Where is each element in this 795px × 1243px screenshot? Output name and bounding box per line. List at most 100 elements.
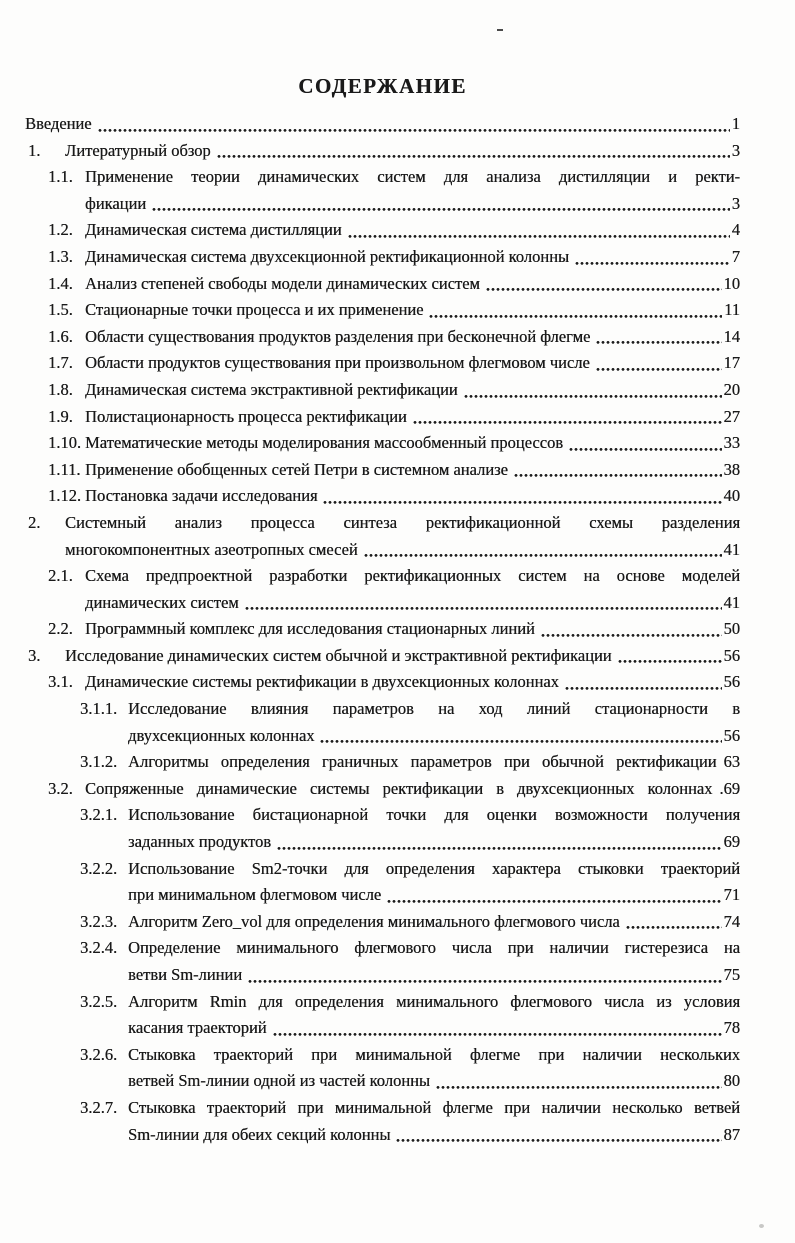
- toc-entry-body: Системный анализ процесса синтеза ректиф…: [65, 510, 740, 563]
- toc-entry-title: Сопряженные динамические системы ректифи…: [85, 778, 713, 798]
- dot-leader: [595, 367, 722, 371]
- toc-entry: 3.1.2. Алгоритмы определения граничных п…: [25, 749, 740, 776]
- page-number: 41: [723, 592, 741, 612]
- toc-entry: 3.1.1. Исследование влияния параметров н…: [25, 696, 740, 749]
- toc-entry-number: 3.2.3.: [80, 911, 118, 931]
- toc-entry: 1.8. Динамическая система экстрактивной …: [25, 377, 740, 404]
- page-title: СОДЕРЖАНИЕ: [298, 74, 467, 98]
- toc-entry-last-line: касания траекторий 78: [128, 1015, 740, 1042]
- toc-entry-number: 3.2.: [48, 778, 73, 798]
- toc-entry-number: 1.1.: [48, 167, 73, 187]
- toc-entry-last-line: Области существования продуктов разделен…: [85, 324, 740, 351]
- toc-entry-title: Динамическая система экстрактивной ректи…: [85, 379, 458, 399]
- dot-leader: [429, 314, 723, 318]
- dot-leader: [363, 554, 722, 558]
- toc-entry-title: Полистационарность процесса ректификации: [85, 406, 407, 426]
- dot-leader: [216, 155, 730, 159]
- toc-entry-last-line: Динамическая система экстрактивной ректи…: [85, 377, 740, 404]
- toc-entry-number: 1.6.: [48, 326, 73, 346]
- toc-entry-last-line: Применение обобщенных сетей Петри в сист…: [85, 457, 740, 484]
- toc-entry-last-line: многокомпонентных азеотропных смесей 41: [65, 537, 740, 564]
- page-number: 27: [723, 406, 741, 426]
- toc-entry-body: Алгоритм Zero_vol для определения минима…: [128, 909, 740, 936]
- toc-entry-number: 3.2.7.: [80, 1097, 118, 1117]
- toc-entry-number: 1.5.: [48, 300, 73, 320]
- toc-entry-title: заданных продуктов: [128, 832, 272, 852]
- dot-leader: [244, 607, 722, 611]
- toc-entry-last-line: Постановка задачи исследования 40: [85, 483, 740, 510]
- toc-entry-title: динамических систем: [85, 592, 239, 612]
- toc-entry-body: Стыковка траекторий при минимальной флег…: [128, 1095, 740, 1148]
- toc-entry-title: ветвей Sm-линии одной из частей колонны: [128, 1071, 430, 1091]
- toc-entry-number: 1.4.: [48, 273, 73, 293]
- dot-leader: [463, 394, 722, 398]
- toc-entry-last-line: Алгоритмы определения граничных параметр…: [128, 749, 740, 776]
- toc-entry-last-line: заданных продуктов 69: [128, 829, 740, 856]
- page-number: 80: [723, 1071, 741, 1091]
- toc-entry-body: Динамическая система экстрактивной ректи…: [85, 377, 740, 404]
- toc-entry: Введение 1: [25, 111, 740, 138]
- page-number: 63: [723, 752, 741, 772]
- toc-entry-number: 3.1.: [48, 672, 73, 692]
- dot-leader: [152, 208, 730, 212]
- toc-entry: 3. Исследование динамических систем обыч…: [25, 643, 740, 670]
- toc-entry: 3.2.5. Алгоритм Rmin для определения мин…: [25, 989, 740, 1042]
- toc-entry-body: Динамические системы ректификации в двух…: [85, 669, 740, 696]
- toc-entry: 2.1. Схема предпроектной разработки рект…: [25, 563, 740, 616]
- toc-entry-line: Стыковка траекторий при минимальной флег…: [128, 1097, 740, 1117]
- dot-leader: [540, 633, 722, 637]
- toc-entry-body: Применение обобщенных сетей Петри в сист…: [85, 457, 740, 484]
- toc-entry-line: Определение минимального флегмового числ…: [128, 938, 740, 958]
- toc-entry-body: Области существования продуктов разделен…: [85, 324, 740, 351]
- page-number: 4: [731, 220, 740, 240]
- toc-entry: 3.2.7. Стыковка траекторий при минимальн…: [25, 1095, 740, 1148]
- toc-entry-title: двухсекционных колоннах: [128, 725, 315, 745]
- toc-entry-number: 2.1.: [48, 566, 73, 586]
- toc-entry: 3.2.4. Определение минимального флегмово…: [25, 935, 740, 988]
- toc-entry-title: Алгоритм Zero_vol для определения минима…: [128, 911, 620, 931]
- page-number: 74: [723, 911, 741, 931]
- toc-entry: 3.2.3. Алгоритм Zero_vol для определения…: [25, 909, 740, 936]
- toc-entry: 1. Литературный обзор 3: [25, 138, 740, 165]
- dot-leader: [387, 899, 722, 903]
- page-number: 17: [723, 353, 741, 373]
- toc-entry-number: 1.10.: [48, 433, 81, 453]
- toc-entry-last-line: фикации 3: [85, 191, 740, 218]
- dot-leader: [396, 1139, 722, 1143]
- page-number: 50: [723, 619, 741, 639]
- toc-entry-number: 1.3.: [48, 246, 73, 266]
- toc-entry-number: 3.2.4.: [80, 938, 118, 958]
- toc-entry-last-line: динамических систем 41: [85, 590, 740, 617]
- toc-entry-title: Области существования продуктов разделен…: [85, 326, 591, 346]
- toc-entry: 1.12. Постановка задачи исследования 40: [25, 483, 740, 510]
- toc-entry: 3.1. Динамические системы ректификации в…: [25, 669, 740, 696]
- toc-entry: 1.7. Области продуктов существования при…: [25, 350, 740, 377]
- toc-entry: 1.3. Динамическая система двухсекционной…: [25, 244, 740, 271]
- toc-entry: 1.10. Математические методы моделировани…: [25, 430, 740, 457]
- toc-entry-last-line: Программный комплекс для исследования ст…: [85, 616, 740, 643]
- dot-leader: [97, 128, 730, 132]
- toc-entry-body: Стационарные точки процесса и их примене…: [85, 297, 740, 324]
- page-number: 33: [723, 433, 741, 453]
- dot-leader: [617, 660, 722, 664]
- toc-entry-line: Применение теории динамических систем дл…: [85, 167, 740, 187]
- toc-entry-title: Литературный обзор: [65, 140, 211, 160]
- toc-entry-last-line: двухсекционных колоннах 56: [128, 723, 740, 750]
- page-number: 41: [723, 539, 741, 559]
- toc-entry-body: Схема предпроектной разработки ректифика…: [85, 563, 740, 616]
- toc-entry-number: 2.2.: [48, 619, 73, 639]
- toc-entry-last-line: ветвей Sm-линии одной из частей колонны …: [128, 1068, 740, 1095]
- dot-leader: [412, 421, 722, 425]
- page-number: 71: [723, 885, 741, 905]
- toc-entry-body: Литературный обзор 3: [65, 138, 740, 165]
- toc-entry-number: 1.11.: [48, 459, 81, 479]
- toc-entry-number: 3.: [28, 645, 41, 665]
- page-number: 11: [724, 300, 740, 320]
- toc-entry-title: Исследование динамических систем обычной…: [65, 645, 612, 665]
- page-number: 40: [723, 486, 741, 506]
- toc-entry-number: 3.2.1.: [80, 805, 118, 825]
- dot-leader: [323, 500, 722, 504]
- toc-entry-last-line: Динамические системы ректификации в двух…: [85, 669, 740, 696]
- page-number: 56: [723, 645, 741, 665]
